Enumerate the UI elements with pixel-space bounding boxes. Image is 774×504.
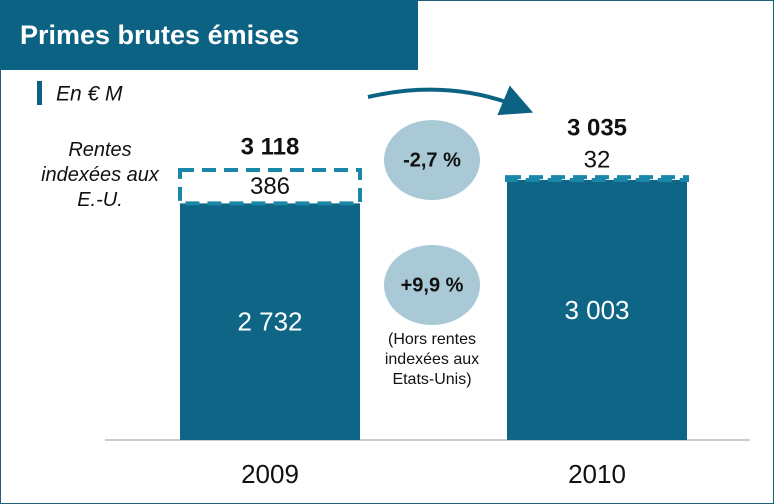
bar-segment: [507, 179, 687, 440]
header-band: [0, 0, 418, 70]
value-label: 3 003: [564, 295, 629, 325]
chart-title: Primes brutes émises: [20, 20, 299, 50]
change-bubble: [384, 120, 480, 200]
subtitle: En € M: [56, 83, 123, 106]
bar-segment: [178, 168, 362, 206]
subtitle-marker: [37, 81, 42, 105]
bar-segment: [180, 203, 360, 440]
value-label: 386: [250, 173, 290, 200]
x-tick-label: 2009: [241, 459, 299, 489]
series-label: Rentes indexées aux E.-U.: [41, 139, 159, 211]
total-label: 3 035: [567, 115, 627, 142]
bar-segment: [505, 175, 689, 182]
note: (Hors rentes indexées aux Etats-Unis): [384, 331, 480, 388]
total-label: 3 118: [241, 133, 300, 160]
trend-arrow: [367, 85, 534, 116]
value-label: 2 732: [237, 307, 302, 337]
x-tick-label: 2010: [568, 459, 626, 489]
change-bubble: [384, 245, 480, 325]
change-label: -2,7 %: [403, 149, 461, 171]
value-label: 32: [584, 147, 611, 174]
change-label: +9,9 %: [401, 274, 464, 296]
